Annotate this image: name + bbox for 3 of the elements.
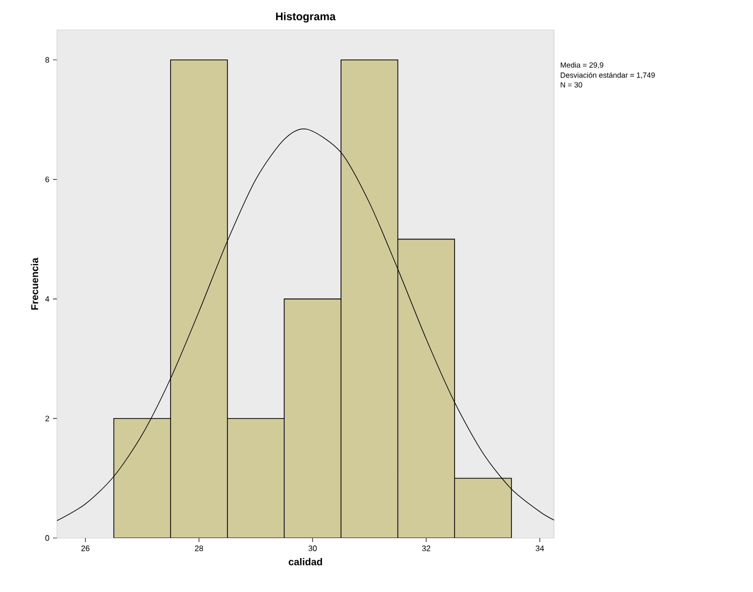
x-axis-title: calidad [288,558,322,566]
y-axis-title: Frecuencia [30,258,38,310]
chart-title: Histograma [276,12,336,23]
